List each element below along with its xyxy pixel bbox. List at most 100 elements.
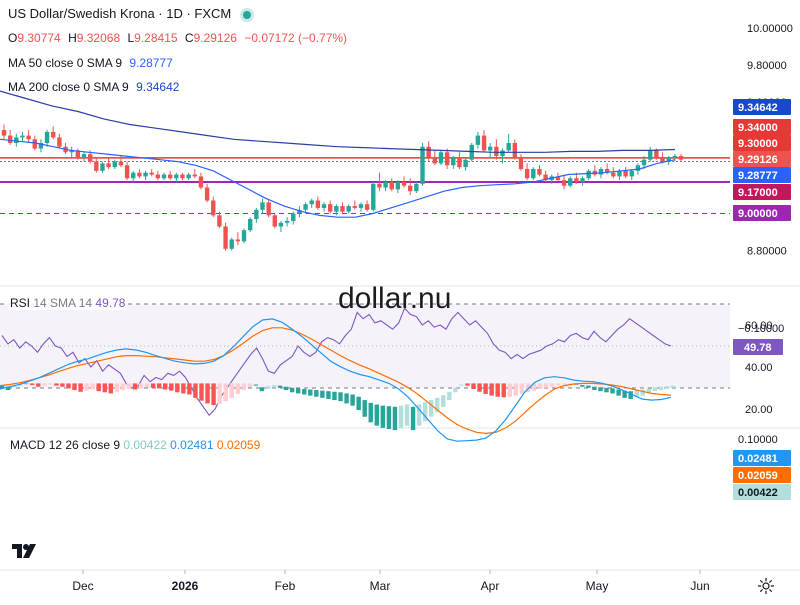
candle-body [488,146,493,151]
macd-hist-bar [568,383,573,385]
macd-hist-bar [132,383,138,390]
macd-hist-bar [314,390,319,397]
candle-body [106,163,111,168]
candle-body [297,209,302,214]
candle-body [57,137,62,147]
high-value: 9.32068 [76,31,121,45]
macd-hist-bar [90,383,95,390]
macd-hist-bar [17,384,23,386]
price-badge-text: 9.34642 [738,102,778,114]
candle-body [204,187,210,201]
macd-hist-bar [555,383,561,386]
symbol-title[interactable]: US Dollar/Swedish Krona · 1D · FXCM [8,6,232,21]
candle-body [44,131,50,144]
candle-body [38,143,44,149]
candle-body [137,172,142,177]
macd-legend[interactable]: MACD 12 26 close 9 0.00422 0.02481 0.020… [8,438,263,452]
macd-hist-bar [302,388,307,395]
price-badge [733,167,791,183]
candle-body [100,163,105,171]
macd-line-value: 0.02481 [170,438,214,452]
macd-hist-bar [229,383,234,398]
candle-body [420,146,425,184]
candle-body [94,161,99,171]
candle-body [586,170,591,179]
candle-body [617,170,622,177]
candle-body [648,150,653,160]
rsi-line [1,307,672,417]
time-axis-label: May [586,579,609,593]
candle-body [524,168,530,179]
candle-body [518,157,524,169]
candle-body [568,178,573,186]
macd-axis-tick: −0.10000 [738,323,784,335]
low-value: 9.28415 [134,31,178,45]
open-value: 9.30774 [17,31,61,45]
macd-hist-bar [48,383,53,385]
candle-body [500,150,505,156]
tradingview-logo-icon[interactable] [10,540,40,562]
candle-body [340,206,345,212]
macd-hist-bar [622,390,627,398]
candle-body [574,178,579,182]
candle-body [284,220,290,223]
macd-hist-bar [459,384,464,386]
candle-body [438,152,444,164]
macd-badge [733,467,791,483]
time-axis-label: Feb [275,579,296,593]
time-axis-label: Apr [481,579,500,593]
macd-hist-bar [54,383,59,386]
candle-body [561,180,567,186]
macd-badge [733,484,791,500]
candle-body [358,204,364,208]
rsi-value: 49.78 [95,296,126,310]
macd-hist-bar [247,383,253,387]
macd-hist-bar [175,383,180,393]
candle-body [161,174,167,179]
macd-hist-bar [441,395,446,407]
candle-body [426,146,431,158]
candle-body [26,135,31,140]
candle-body [69,150,74,153]
candle-body [604,168,610,173]
macd-hist-bar [66,383,71,389]
macd-hist-bar [277,385,283,388]
candle-body [118,161,124,166]
macd-hist-bar [610,388,615,394]
candle-body [260,202,265,210]
candle-body [580,178,585,182]
macd-hist-bar [78,383,83,392]
price-badge-text: 9.29126 [738,154,778,166]
macd-label: MACD [10,438,46,452]
candle-body [149,172,154,175]
macd-hist-bar [296,388,301,394]
macd-hist-bar [253,384,259,386]
candle-body [167,174,173,179]
candle-body [475,135,481,145]
ma50-legend[interactable]: MA 50 close 0 SMA 9 9.28777 [8,56,177,70]
ma200-line [0,90,676,153]
candle-body [321,204,327,208]
macd-hist-bar [664,386,670,389]
candle-body [494,146,499,156]
macd-hist-bar [465,383,470,386]
ma200-legend[interactable]: MA 200 close 0 SMA 9 9.34642 [8,80,183,94]
macd-hist-bar [489,383,494,396]
macd-hist-bar [495,383,500,397]
time-axis-label: 2026 [172,579,199,593]
time-axis-label: Jun [690,579,709,593]
candle-body [531,168,536,179]
macd-hist-bar [628,391,633,399]
candle-body [14,137,19,144]
rsi-legend[interactable]: RSI 14 SMA 14 49.78 [8,296,128,310]
candle-body [20,135,25,138]
close-label: C [184,31,194,45]
gear-icon[interactable] [757,577,775,595]
candle-body [112,161,117,168]
macd-hist-bar [416,404,422,426]
macd-hist-bar [616,389,621,396]
candle-body [481,135,487,151]
time-axis-label: Dec [72,579,93,593]
